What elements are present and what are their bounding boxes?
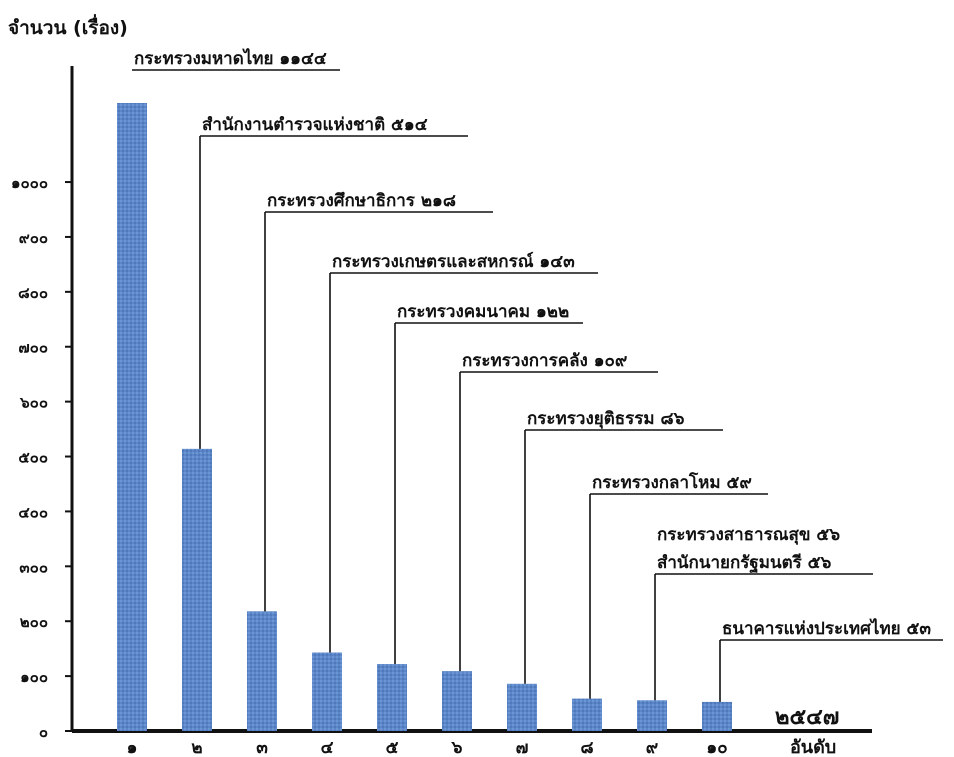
y-tick-label: ๘๐๐ xyxy=(18,284,48,302)
y-tick-label: ๒๐๐ xyxy=(20,613,48,631)
year-label: ๒๕๔๗ xyxy=(775,705,839,730)
y-tick-label: ๑๐๐ xyxy=(20,668,48,686)
bar xyxy=(182,448,212,731)
y-tick-label: ๐ xyxy=(39,723,48,741)
callout-label: กระทรวงกลาโหม ๕๙ xyxy=(592,472,752,493)
callout-label: กระทรวงยุติธรรม ๘๖ xyxy=(527,409,685,429)
x-tick-label: ๘ xyxy=(580,738,593,757)
x-tick-label: ๑ xyxy=(127,738,138,757)
callout-label: กระทรวงสาธารณสุข ๕๖ xyxy=(657,525,840,545)
y-tick-label: ๔๐๐ xyxy=(18,503,48,521)
bar xyxy=(507,683,537,731)
callout-label: กระทรวงเกษตรและสหกรณ์ ๑๔๓ xyxy=(332,251,575,272)
bar xyxy=(377,664,407,731)
callout-label: ธนาคารแห่งประเทศไทย ๕๓ xyxy=(722,618,931,639)
x-tick-label: ๓ xyxy=(256,738,268,757)
callout-label: สำนักงานตำรวจแห่งชาติ ๕๑๔ xyxy=(202,115,428,135)
callout-label: กระทรวงคมนาคม ๑๒๒ xyxy=(397,302,569,322)
x-axis-label: อันดับ xyxy=(790,737,836,757)
y-axis-label: จำนวน (เรื่อง) xyxy=(8,14,128,39)
x-tick-label: ๑๐ xyxy=(706,738,727,757)
x-tick-label: ๒ xyxy=(191,738,202,757)
bar xyxy=(247,611,277,731)
bar xyxy=(117,103,147,731)
bar xyxy=(702,701,732,731)
y-tick-label: ๖๐๐ xyxy=(19,394,48,412)
x-tick-label: ๙ xyxy=(646,738,658,757)
callout-label: กระทรวงการคลัง ๑๐๙ xyxy=(462,351,627,371)
callout-label: สำนักนายกรัฐมนตรี ๕๖ xyxy=(657,552,832,574)
callout-label: กระทรวงมหาดไทย ๑๑๔๔ xyxy=(134,48,327,69)
bar xyxy=(572,698,602,731)
bar xyxy=(637,700,667,731)
y-tick-label: ๑๐๐๐ xyxy=(11,174,48,192)
x-tick-label: ๕ xyxy=(386,738,399,757)
y-tick-label: ๕๐๐ xyxy=(18,449,48,467)
y-tick-label: ๗๐๐ xyxy=(18,339,48,357)
x-tick-label: ๖ xyxy=(451,738,463,757)
x-tick-label: ๗ xyxy=(516,738,529,757)
y-tick-label: ๙๐๐ xyxy=(19,229,48,247)
y-tick-label: ๓๐๐ xyxy=(19,558,48,576)
x-tick-label: ๔ xyxy=(321,738,334,757)
bar xyxy=(442,671,472,731)
bar xyxy=(312,652,342,731)
callout-label: กระทรวงศึกษาธิการ ๒๑๘ xyxy=(267,191,456,211)
